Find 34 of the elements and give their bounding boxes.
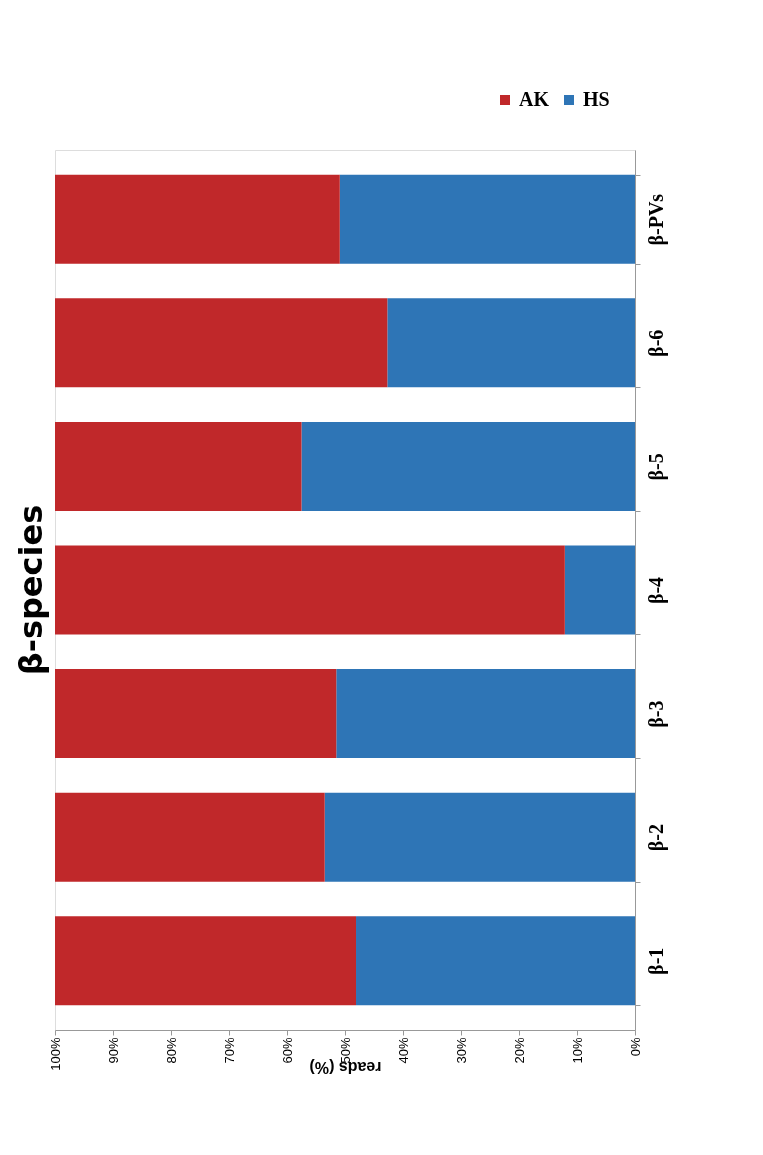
bar — [339, 174, 635, 264]
y-tick-label: β-3 — [644, 700, 668, 728]
bar — [55, 669, 337, 759]
legend-label: AK — [519, 88, 550, 110]
y-tick-label: β-1 — [644, 947, 668, 975]
y-tick-label: β-6 — [644, 329, 668, 357]
x-tick-label: 70% — [221, 1037, 237, 1064]
x-tick-label: 20% — [511, 1037, 527, 1064]
bar — [55, 792, 325, 882]
y-tick-label: β-PVs — [644, 193, 668, 246]
x-tick-label: 0% — [627, 1037, 643, 1057]
bar — [301, 421, 635, 511]
y-tick-label: β-2 — [644, 824, 668, 852]
text: β-species — [12, 504, 50, 676]
bar — [55, 916, 357, 1006]
x-tick-label: 80% — [163, 1037, 179, 1064]
bar — [55, 298, 388, 388]
x-tick-label: 30% — [453, 1037, 469, 1064]
bar — [324, 792, 635, 882]
x-tick-label: 10% — [569, 1037, 585, 1064]
bar — [356, 916, 635, 1006]
y-tick-label: β-4 — [644, 576, 668, 605]
x-tick-label: 90% — [105, 1037, 121, 1064]
bar — [387, 298, 635, 388]
bar — [336, 669, 635, 759]
y-tick-label: β-5 — [644, 453, 668, 481]
bar — [55, 174, 340, 264]
x-tick-label: 100% — [47, 1037, 63, 1071]
x-tick-label: 60% — [279, 1037, 295, 1064]
bar — [55, 545, 565, 635]
x-tick-label: 40% — [395, 1037, 411, 1064]
bar — [564, 545, 635, 635]
legend-label: HS — [583, 88, 610, 110]
bar — [55, 421, 302, 511]
